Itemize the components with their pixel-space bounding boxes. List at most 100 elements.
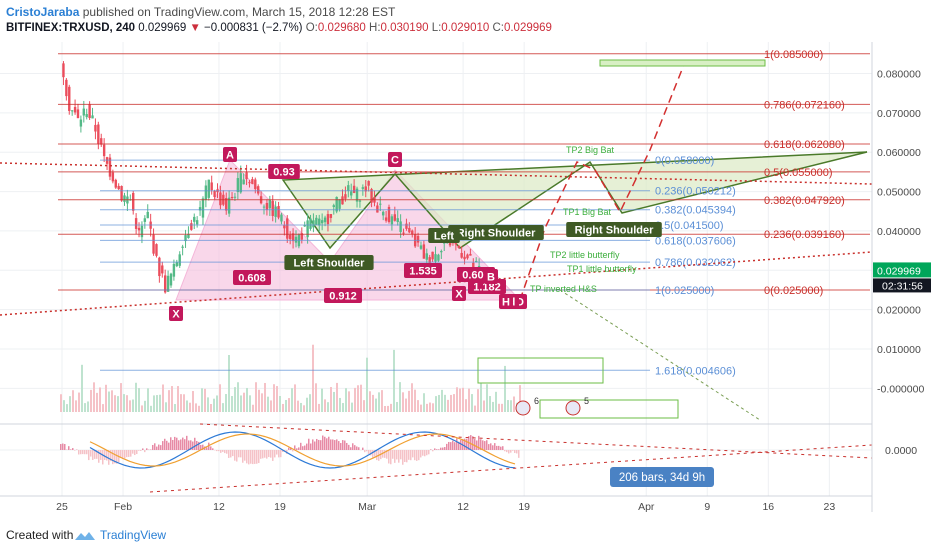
target-label-4: TP inverted H&S <box>530 284 597 294</box>
volume-bar <box>117 396 119 412</box>
osc-bar <box>408 450 410 460</box>
osc-bar <box>244 450 246 461</box>
author-link[interactable]: CristoJaraba <box>6 5 80 19</box>
osc-bar <box>158 444 160 450</box>
osc-bar <box>256 450 258 464</box>
osc-bar <box>116 450 118 464</box>
volume-bar <box>225 394 227 412</box>
open-label: O: <box>305 22 318 34</box>
candle-body <box>309 218 312 229</box>
osc-bar <box>262 450 264 459</box>
osc-bar <box>124 450 126 459</box>
pattern-label-5: 0.608 <box>238 273 266 285</box>
chart-header: CristoJaraba published on TradingView.co… <box>0 0 932 40</box>
fib-red-label-4: 0.382(0.047920) <box>764 195 845 207</box>
candle-body <box>233 196 237 198</box>
target-label-3: TP1 little butterfly <box>567 264 637 274</box>
volume-bar <box>129 400 131 412</box>
annotations: ACXB0.930.6080.9121.5350.6061.182BXDdHLe… <box>0 59 873 421</box>
current-price-tag <box>873 262 931 278</box>
candle-body <box>306 220 309 238</box>
osc-bar <box>90 450 92 457</box>
price-chart[interactable]: 1(0.085000) 0.786(0.072160) 0.618(0.062080… <box>0 0 932 522</box>
osc-bar <box>230 450 232 458</box>
osc-bar <box>296 448 298 450</box>
tradingview-link[interactable]: TradingView <box>100 528 167 542</box>
candle-body <box>146 211 149 219</box>
candle-body <box>225 198 228 211</box>
candle-body <box>248 182 251 184</box>
osc-bar <box>232 450 234 457</box>
candle-body <box>143 218 147 222</box>
volume-bar <box>477 389 479 412</box>
osc-bar <box>120 450 122 458</box>
volume-bar <box>273 384 275 412</box>
osc-bar <box>456 438 458 450</box>
osc-bar <box>370 450 372 456</box>
osc-bar <box>216 450 218 452</box>
pattern-label-11: X <box>455 289 463 301</box>
volume-bar <box>258 389 260 412</box>
candle-body <box>265 202 269 210</box>
candle-body <box>335 196 338 212</box>
low-label: L: <box>431 22 442 34</box>
candle-body <box>251 179 254 184</box>
candle-body <box>132 192 135 211</box>
candle-body <box>65 79 68 97</box>
osc-bar <box>440 447 442 450</box>
osc-bar <box>166 440 168 450</box>
osc-bar <box>94 450 96 459</box>
fib-red-label-3: 0.5(0.055000) <box>764 167 833 179</box>
volume-bar <box>318 403 320 412</box>
candle-body <box>155 244 158 256</box>
candle-body <box>431 251 434 260</box>
volume-bar <box>363 400 365 412</box>
osc-bar <box>396 450 398 460</box>
candle-body <box>376 205 379 213</box>
osc-bar <box>410 450 412 461</box>
osc-bar <box>476 440 478 450</box>
volume-bar <box>198 405 200 412</box>
volume-bar <box>201 388 203 412</box>
target-label-1: TP1 Big Bat <box>563 207 612 217</box>
volume-bar <box>186 400 188 412</box>
range-label: 206 bars, 34d 9h <box>619 472 705 484</box>
pattern-label-4: 0.93 <box>273 167 294 179</box>
candle-body <box>463 256 466 260</box>
osc-bar <box>498 445 500 450</box>
volume-bar <box>132 399 134 412</box>
osc-bar <box>276 450 278 455</box>
volume-bar <box>345 388 347 412</box>
candle-body <box>320 220 324 224</box>
osc-bar <box>80 450 82 455</box>
osc-bar <box>442 447 444 450</box>
osc-bar <box>270 450 272 458</box>
volume-bar <box>495 391 497 412</box>
symbol-name[interactable]: BITFINEX:TRXUSD, 240 <box>6 22 136 34</box>
volume-bar <box>378 392 380 412</box>
time-tick-5: 12 <box>457 501 469 513</box>
volume-bar <box>390 403 392 412</box>
osc-bar <box>420 450 422 458</box>
volume-bar <box>411 383 413 412</box>
volume-bar <box>309 394 311 412</box>
candle-body <box>242 179 245 185</box>
osc-bar <box>130 450 132 457</box>
open-value: 0.029680 <box>317 22 366 34</box>
candle-body <box>210 182 213 191</box>
candle-body <box>175 262 179 267</box>
volume-bar <box>174 404 176 412</box>
osc-bar <box>162 441 164 450</box>
current-price-label: 0.029969 <box>877 265 921 277</box>
candle-body <box>94 124 97 132</box>
candle-body <box>82 108 85 116</box>
candle-body <box>379 203 382 205</box>
osc-bar <box>340 443 342 450</box>
volume-bar <box>276 386 278 412</box>
osc-bar <box>364 450 366 453</box>
candle-body <box>163 275 167 293</box>
pattern-label-10: B <box>487 272 495 284</box>
osc-bar <box>228 450 230 458</box>
candle-body <box>422 244 426 259</box>
volume-bar <box>150 405 152 412</box>
